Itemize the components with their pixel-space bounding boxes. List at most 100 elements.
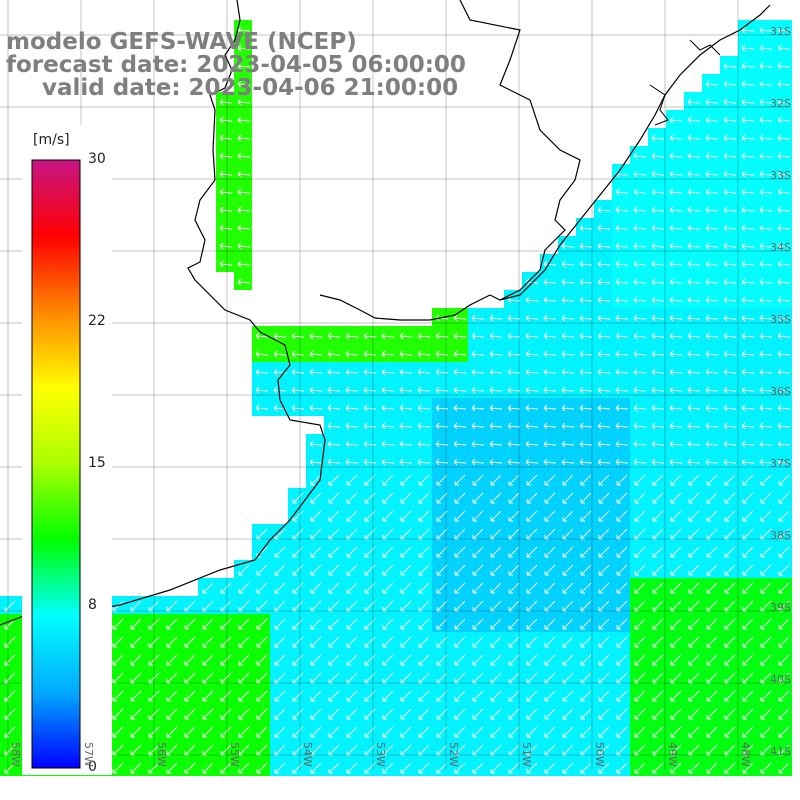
wind-arrow	[742, 474, 754, 486]
wind-cell	[612, 668, 630, 686]
wind-cell	[666, 146, 684, 164]
wind-arrow	[4, 762, 16, 774]
wind-arrow	[669, 296, 683, 304]
wind-cell	[774, 668, 792, 686]
wind-arrow	[615, 278, 629, 286]
wind-cell	[144, 668, 162, 686]
wind-arrow	[471, 368, 485, 376]
wind-cell	[576, 236, 594, 254]
wind-arrow	[778, 546, 790, 558]
wind-cell	[324, 722, 342, 740]
wind-arrow	[759, 134, 773, 142]
wind-cell	[756, 470, 774, 488]
wind-arrow	[705, 314, 719, 322]
latitude-label: 37S	[770, 457, 791, 470]
wind-arrow	[706, 744, 718, 756]
wind-cell	[324, 686, 342, 704]
wind-cell	[612, 542, 630, 560]
wind-cell	[342, 704, 360, 722]
wind-cell	[702, 416, 720, 434]
wind-cell	[702, 596, 720, 614]
wind-cell	[720, 56, 738, 74]
wind-arrow	[688, 636, 700, 648]
wind-cell	[234, 686, 252, 704]
wind-arrow	[328, 654, 340, 666]
wind-arrow	[670, 762, 682, 774]
wind-arrow	[454, 582, 466, 594]
wind-cell	[432, 488, 450, 506]
wind-cell	[594, 470, 612, 488]
wind-arrow	[345, 332, 359, 340]
wind-cell	[288, 758, 306, 776]
wind-cell	[648, 362, 666, 380]
wind-arrow	[706, 654, 718, 666]
wind-cell	[360, 506, 378, 524]
wind-arrow	[777, 170, 791, 178]
wind-cell	[738, 128, 756, 146]
wind-arrow	[777, 350, 791, 358]
wind-cell	[594, 362, 612, 380]
wind-arrow	[489, 314, 503, 322]
wind-cell	[216, 632, 234, 650]
wind-cell	[558, 380, 576, 398]
wind-cell	[612, 236, 630, 254]
wind-cell	[450, 488, 468, 506]
wind-arrow	[238, 636, 250, 648]
wind-cell	[738, 452, 756, 470]
wind-arrow	[525, 404, 539, 412]
wind-cell	[360, 704, 378, 722]
wind-arrow	[273, 350, 287, 358]
wind-cell	[396, 668, 414, 686]
wind-arrow	[633, 278, 647, 286]
wind-cell	[432, 434, 450, 452]
wind-cell	[432, 380, 450, 398]
wind-arrow	[291, 386, 305, 394]
wind-cell	[108, 632, 126, 650]
wind-cell	[774, 434, 792, 452]
wind-cell	[162, 740, 180, 758]
wind-arrow	[346, 726, 358, 738]
wind-cell	[774, 38, 792, 56]
wind-arrow	[256, 636, 268, 648]
wind-arrow	[112, 654, 124, 666]
wind-arrow	[220, 618, 232, 630]
wind-cell	[450, 326, 468, 344]
wind-arrow	[400, 474, 412, 486]
wind-cell	[576, 380, 594, 398]
wind-cell	[720, 758, 738, 776]
wind-cell	[360, 740, 378, 758]
wind-arrow	[472, 510, 484, 522]
wind-cell	[360, 650, 378, 668]
wind-cell	[558, 740, 576, 758]
wind-cell	[774, 524, 792, 542]
wind-arrow	[741, 170, 755, 178]
wind-arrow	[633, 314, 647, 322]
wind-arrow	[148, 726, 160, 738]
colorbar-tick-label: 8	[88, 596, 97, 613]
wind-cell	[630, 740, 648, 758]
wind-cell	[468, 380, 486, 398]
wind-cell	[612, 416, 630, 434]
wind-cell	[504, 704, 522, 722]
wind-arrow	[616, 636, 628, 648]
wind-arrow	[777, 188, 791, 196]
wind-arrow	[741, 440, 755, 448]
wind-cell	[702, 128, 720, 146]
wind-cell	[252, 704, 270, 722]
wind-cell	[684, 578, 702, 596]
wind-arrow	[382, 636, 394, 648]
wind-cell	[774, 488, 792, 506]
wind-cell	[576, 272, 594, 290]
wind-cell	[648, 686, 666, 704]
wind-arrow	[724, 492, 736, 504]
wind-cell	[306, 344, 324, 362]
wind-arrow	[615, 368, 629, 376]
wind-cell	[684, 110, 702, 128]
wind-cell	[774, 596, 792, 614]
wind-arrow	[309, 458, 323, 466]
wind-arrow	[526, 582, 538, 594]
wind-arrow	[274, 690, 286, 702]
wind-arrow	[741, 404, 755, 412]
wind-arrow	[489, 458, 503, 466]
wind-arrow	[760, 618, 772, 630]
